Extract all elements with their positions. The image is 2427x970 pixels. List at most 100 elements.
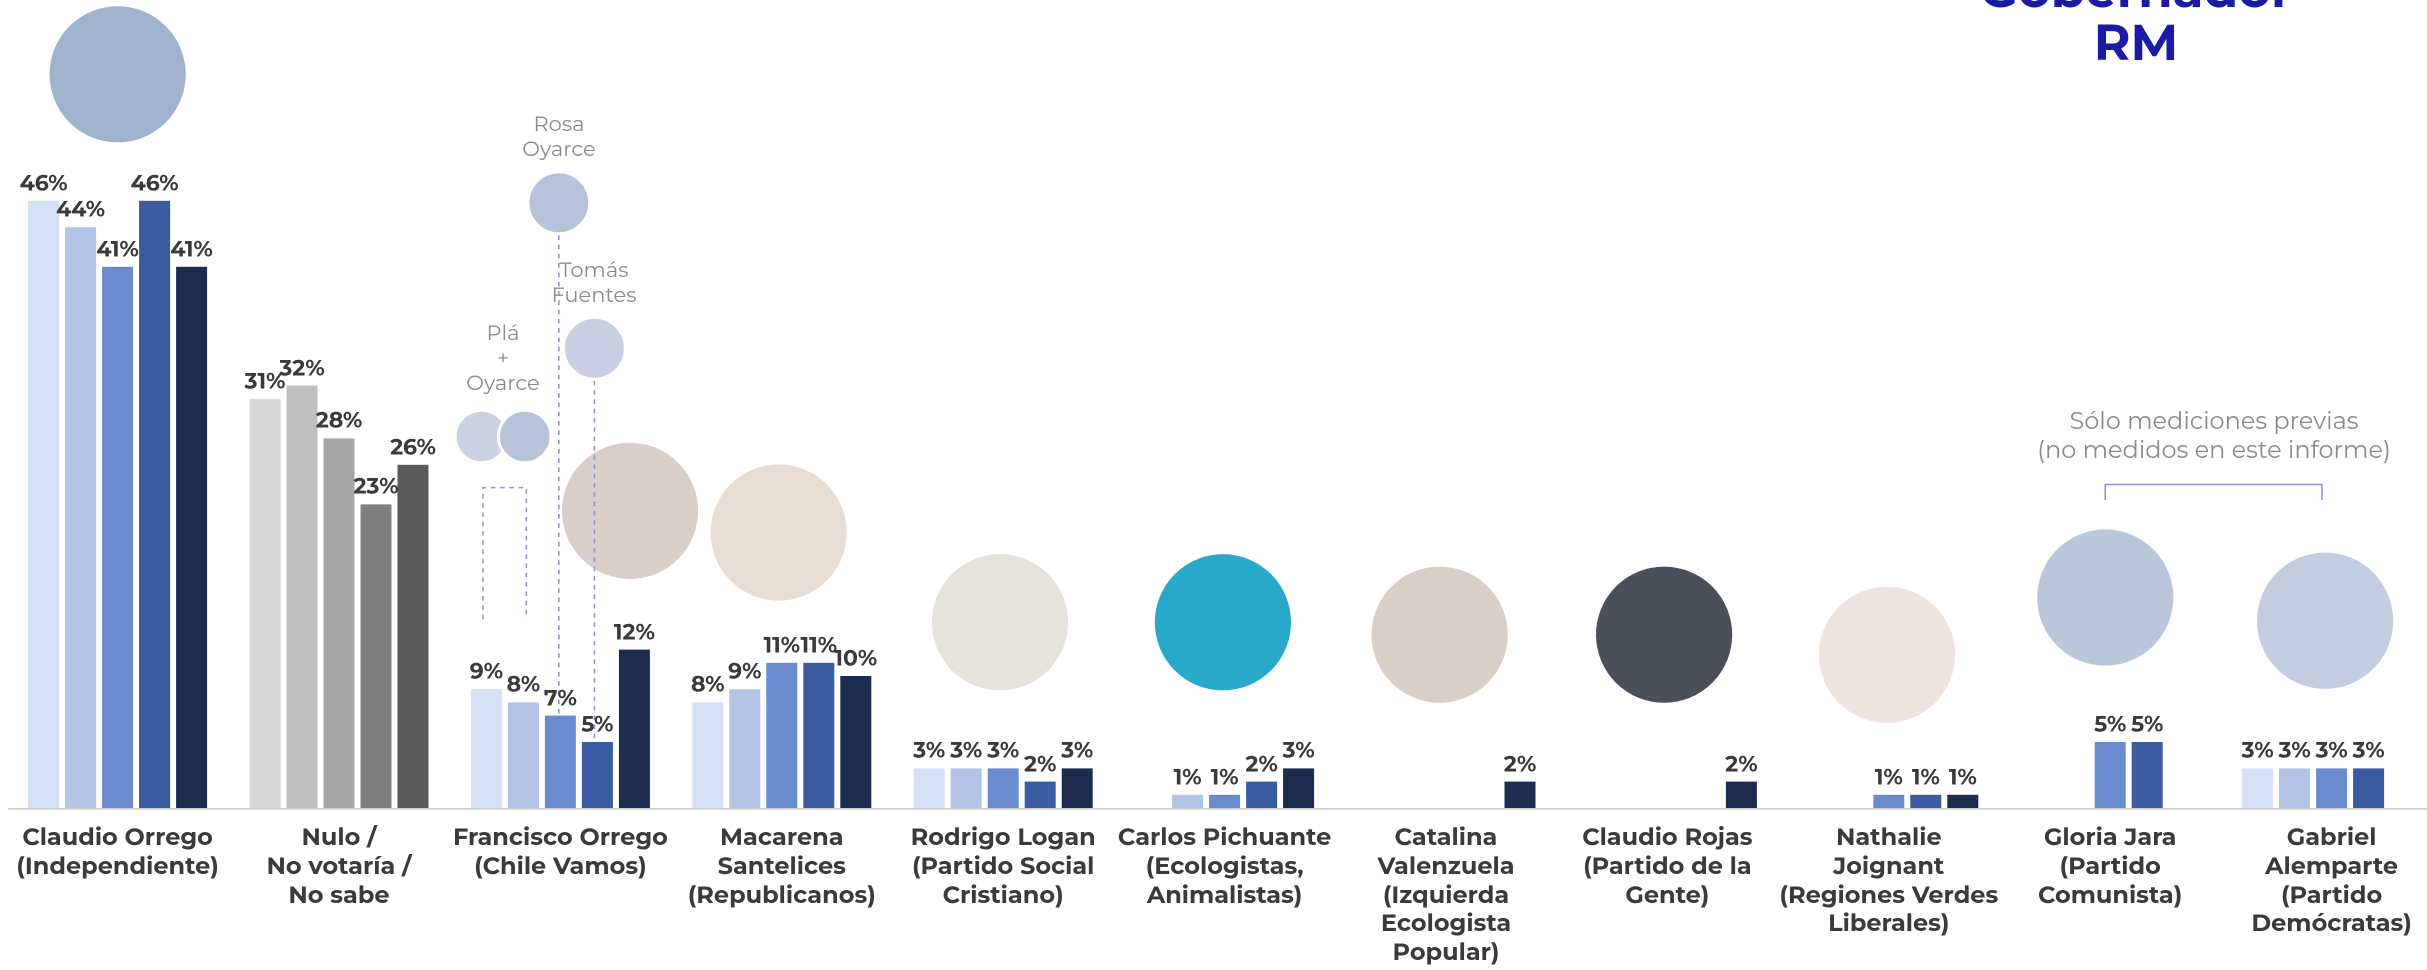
value-label: 8% (691, 672, 725, 698)
bar (1246, 782, 1277, 808)
bar (250, 399, 281, 808)
bar (803, 663, 834, 808)
bar (2279, 768, 2310, 808)
bar (840, 676, 871, 808)
value-label: 11% (801, 632, 838, 658)
x-tick-label: Claudio Rojas (Partido de la Gente) (1552, 824, 1782, 910)
value-label: 10% (834, 646, 877, 672)
photo (709, 463, 848, 602)
value-label: 5% (581, 712, 613, 738)
bar (139, 201, 170, 808)
value-label: 1% (1875, 764, 1903, 790)
value-label: 8% (507, 672, 541, 698)
value-label: 2% (1504, 751, 1537, 777)
bar (1910, 795, 1941, 808)
photo (498, 410, 551, 463)
photo (560, 441, 699, 580)
value-label: 3% (2353, 738, 2385, 764)
photo (1594, 565, 1733, 704)
value-label: 46% (131, 170, 179, 196)
value-label: 2% (1245, 751, 1278, 777)
photo (563, 317, 625, 379)
bar (176, 267, 207, 808)
x-tick-label: Gabriel Alemparte (Partido Demócratas) (2217, 824, 2427, 939)
photo (48, 5, 187, 144)
x-tick-label: Rodrigo Logan (Partido Social Cristiano) (888, 824, 1118, 910)
value-label: 41% (170, 236, 213, 262)
value-label: 26% (390, 434, 436, 460)
value-label: 1% (1174, 764, 1202, 790)
x-tick-label: Nathalie Joignant (Regiones Verdes Liber… (1774, 824, 2004, 939)
x-tick-label: Francisco Orrego (Chile Vamos) (445, 824, 675, 882)
value-label: 3% (913, 738, 945, 764)
bracket (483, 488, 526, 620)
bar (914, 768, 945, 808)
photo (2036, 528, 2175, 667)
value-label: 5% (2094, 712, 2126, 738)
bar (102, 267, 133, 808)
bar (1172, 795, 1203, 808)
bar (65, 227, 96, 808)
value-label: 1% (1211, 764, 1239, 790)
bar (361, 504, 392, 808)
x-tick-label: Macarena Santelices (Republicanos) (667, 824, 897, 910)
annotation: Sólo mediciones previas (no medidos en e… (2004, 408, 2424, 466)
bar (2316, 768, 2347, 808)
annotation: Tomás Fuentes (552, 258, 637, 308)
x-tick-label: Claudio Orrego (Independiente) (3, 824, 233, 882)
value-label: 3% (1283, 738, 1315, 764)
value-label: 28% (316, 408, 363, 434)
value-label: 3% (2242, 738, 2274, 764)
value-label: 3% (1061, 738, 1093, 764)
bar (1873, 795, 1904, 808)
value-label: 3% (987, 738, 1019, 764)
bar (287, 386, 318, 808)
bar (951, 768, 982, 808)
value-label: 1% (1912, 764, 1940, 790)
annotation: Rosa Oyarce (522, 112, 595, 162)
value-label: 3% (2279, 738, 2311, 764)
x-tick-label: Nulo / No votaría / No sabe (224, 824, 454, 910)
value-label: 7% (544, 685, 577, 711)
bar (324, 438, 355, 808)
bar (1505, 782, 1536, 808)
value-label: 2% (1024, 751, 1057, 777)
value-label: 2% (1725, 751, 1758, 777)
bar (766, 663, 797, 808)
value-label: 41% (96, 236, 139, 262)
bar (398, 465, 429, 808)
bar (692, 702, 723, 808)
photo (1817, 585, 1956, 724)
bar (1726, 782, 1757, 808)
bar (1209, 795, 1240, 808)
x-tick-label: Gloria Jara (Partido Comunista) (1995, 824, 2225, 910)
bar (582, 742, 613, 808)
bar (2095, 742, 2126, 808)
bar (2353, 768, 2384, 808)
photo (1370, 565, 1509, 704)
value-label: 9% (728, 659, 761, 685)
value-label: 9% (470, 659, 503, 685)
bracket (2105, 485, 2322, 500)
bar (471, 689, 502, 808)
value-label: 3% (950, 738, 982, 764)
value-label: 1% (1949, 764, 1977, 790)
bar (28, 201, 59, 808)
bar (988, 768, 1019, 808)
bar (1062, 768, 1093, 808)
bar (619, 650, 650, 808)
annotation: Plá + Oyarce (466, 321, 539, 397)
value-label: 12% (614, 619, 655, 645)
bar (1283, 768, 1314, 808)
bar (508, 702, 539, 808)
photo (2255, 551, 2394, 690)
bar (729, 689, 760, 808)
value-label: 5% (2131, 712, 2163, 738)
bar (2132, 742, 2163, 808)
value-label: 32% (279, 355, 324, 381)
value-label: 46% (20, 170, 68, 196)
bar (1025, 782, 1056, 808)
x-tick-label: Catalina Valenzuela (Izquierda Ecologist… (1331, 824, 1561, 968)
bar (2242, 768, 2273, 808)
value-label: 3% (2316, 738, 2348, 764)
